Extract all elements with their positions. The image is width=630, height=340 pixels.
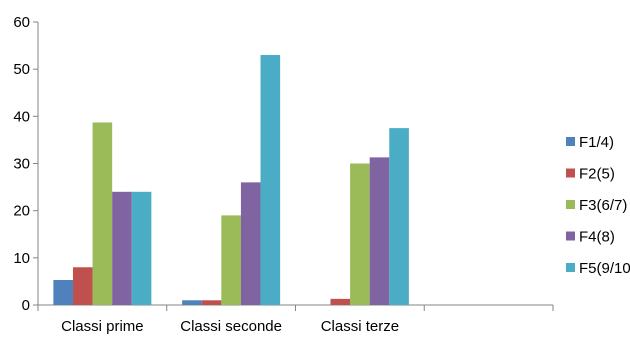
bar — [260, 55, 281, 306]
legend-swatch — [566, 168, 575, 178]
bar — [131, 191, 152, 305]
y-tick-label: 30 — [13, 156, 30, 173]
legend-swatch — [566, 137, 575, 146]
bar — [112, 191, 132, 305]
bar — [240, 182, 261, 305]
x-category-label: Classi prime — [61, 318, 144, 335]
legend-label: F4(8) — [579, 229, 615, 246]
y-tick-label: 40 — [13, 108, 30, 125]
legend-swatch — [566, 231, 575, 241]
bar — [182, 300, 202, 305]
legend-swatch — [566, 263, 575, 272]
y-tick-label: 20 — [13, 203, 30, 220]
y-tick-label: 0 — [22, 297, 30, 314]
bar — [201, 300, 222, 305]
bar — [72, 267, 93, 305]
legend-label: F3(6/7) — [579, 197, 627, 214]
y-tick-label: 50 — [13, 61, 30, 78]
bar — [221, 215, 241, 305]
legend: F1/4) F2(5) F3(6/7) F4(8) F5(9/10) — [566, 134, 630, 277]
legend-swatch — [566, 200, 575, 209]
x-category-label: Classi terze — [321, 318, 399, 335]
bar — [350, 163, 370, 305]
legend-label: F2(5) — [579, 166, 615, 183]
legend-label: F1/4) — [579, 134, 614, 151]
y-axis: 0 10 20 30 40 50 60 — [13, 14, 39, 314]
bar — [330, 298, 351, 305]
bar — [53, 280, 73, 305]
x-category-label: Classi seconde — [180, 318, 282, 335]
y-tick-label: 10 — [13, 250, 30, 267]
bar — [92, 122, 113, 305]
y-tick-label: 60 — [13, 14, 30, 31]
legend-label: F5(9/10) — [579, 260, 630, 277]
bar — [389, 128, 409, 305]
bars — [53, 55, 409, 306]
bar — [369, 157, 390, 305]
